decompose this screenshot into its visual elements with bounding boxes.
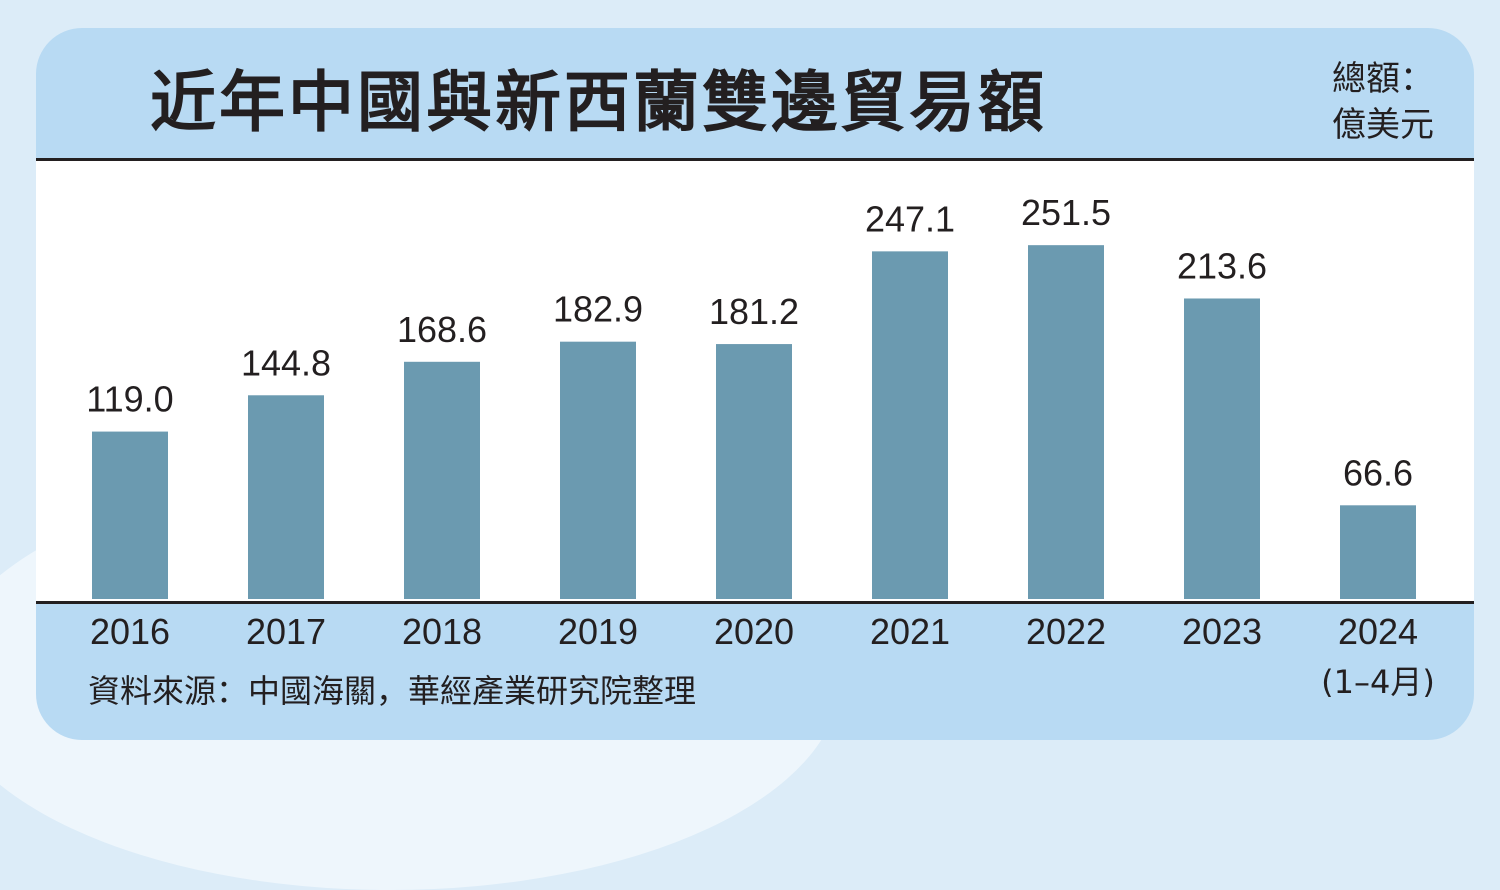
unit-label-line2: 億美元 [1332, 105, 1434, 145]
bar-2016 [92, 431, 168, 599]
bar-2018 [404, 361, 480, 599]
x-tick-label-2016: 2016 [89, 611, 171, 652]
bar-2021 [872, 251, 948, 599]
value-label-2018: 168.6 [397, 309, 487, 350]
chart-card: 近年中國與新西蘭雙邊貿易額 總額： 億美元 119.0 144.8 168.6 182… [36, 28, 1474, 740]
unit-label-line1: 總額： [1332, 59, 1434, 99]
x-axis-labels: 2016 2017 2018 2019 2020 2021 2022 2023 2024 (1–4… [36, 602, 1474, 712]
x-tick-label-2020: 2020 [713, 611, 795, 652]
source-note: 資料來源：中國海關，華經產業研究院整理 [88, 672, 697, 710]
bar-2023 [1184, 298, 1260, 599]
x-tick-label-2024: 2024 [1337, 611, 1419, 652]
x-tick-label-2021: 2021 [869, 611, 951, 652]
x-tick-sublabel-2024: (1–4月) [1321, 663, 1435, 701]
bar-chart: 119.0 144.8 168.6 182.9 181.2 247.1 251.5 213.6… [86, 192, 1416, 599]
bar-2022 [1028, 245, 1104, 599]
x-tick-label-2023: 2023 [1181, 611, 1263, 652]
value-label-2022: 251.5 [1021, 192, 1111, 233]
x-tick-label-2017: 2017 [245, 611, 327, 652]
bar-2019 [560, 341, 636, 599]
bar-2024 [1340, 505, 1416, 599]
x-tick-label-2018: 2018 [401, 611, 483, 652]
bar-2020 [716, 344, 792, 599]
bar-2017 [248, 395, 324, 599]
chart-title: 近年中國與新西蘭雙邊貿易額 [150, 64, 1047, 141]
x-tick-label-2019: 2019 [557, 611, 639, 652]
value-label-2023: 213.6 [1177, 245, 1267, 286]
value-label-2024: 66.6 [1343, 452, 1413, 493]
value-label-2019: 182.9 [553, 289, 643, 330]
value-label-2017: 144.8 [241, 342, 331, 383]
unit-label: 總額： 億美元 [1332, 56, 1434, 148]
plot-area: 119.0 144.8 168.6 182.9 181.2 247.1 251.5 213.6… [36, 158, 1474, 604]
value-label-2016: 119.0 [86, 379, 173, 420]
x-tick-label-2022: 2022 [1025, 611, 1107, 652]
value-label-2021: 247.1 [865, 198, 955, 239]
value-label-2020: 181.2 [709, 291, 799, 332]
